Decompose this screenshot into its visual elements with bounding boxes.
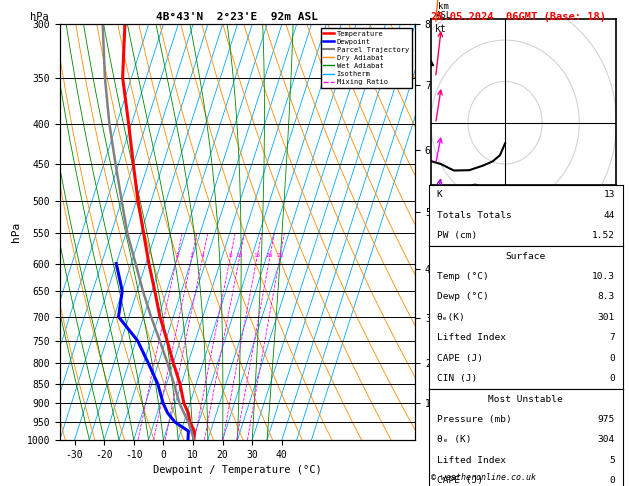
Text: Temp (°C): Temp (°C) [437,272,489,281]
Text: Pressure (mb): Pressure (mb) [437,415,511,424]
Text: CIN (J): CIN (J) [437,374,477,383]
Text: 44: 44 [603,211,615,220]
Legend: Temperature, Dewpoint, Parcel Trajectory, Dry Adiabat, Wet Adiabat, Isotherm, Mi: Temperature, Dewpoint, Parcel Trajectory… [321,28,411,88]
Text: 2: 2 [175,253,179,258]
Text: Lifted Index: Lifted Index [437,456,506,465]
Text: θₑ (K): θₑ (K) [437,435,471,444]
Text: 0: 0 [610,476,615,485]
Text: © weatheronline.co.uk: © weatheronline.co.uk [431,473,536,482]
Text: 0: 0 [610,354,615,363]
Text: K: K [437,191,442,199]
Text: θₑ(K): θₑ(K) [437,313,465,322]
Title: 4B°43'N  2°23'E  92m ASL: 4B°43'N 2°23'E 92m ASL [157,12,318,22]
Text: 7: 7 [610,333,615,342]
Text: 20: 20 [266,253,274,258]
Text: 5: 5 [610,456,615,465]
Text: 25: 25 [276,253,284,258]
Text: 0: 0 [610,374,615,383]
Text: km
ASL: km ASL [435,2,452,20]
X-axis label: Dewpoint / Temperature (°C): Dewpoint / Temperature (°C) [153,465,322,475]
Text: 10: 10 [236,253,243,258]
Text: LCL: LCL [430,425,444,434]
Text: hPa: hPa [30,12,48,22]
Text: CAPE (J): CAPE (J) [437,476,482,485]
Text: kt: kt [435,24,447,35]
Text: 10.3: 10.3 [592,272,615,281]
Y-axis label: Mixing Ratio (g/kg): Mixing Ratio (g/kg) [472,181,481,283]
Text: Lifted Index: Lifted Index [437,333,506,342]
Text: PW (cm): PW (cm) [437,231,477,240]
Text: 4: 4 [201,253,204,258]
Text: Dewp (°C): Dewp (°C) [437,293,489,301]
Text: CAPE (J): CAPE (J) [437,354,482,363]
Y-axis label: hPa: hPa [11,222,21,242]
Text: Most Unstable: Most Unstable [489,395,563,403]
Text: Surface: Surface [506,252,546,260]
Text: 304: 304 [598,435,615,444]
Text: 8: 8 [228,253,232,258]
Text: 1.52: 1.52 [592,231,615,240]
Text: 975: 975 [598,415,615,424]
Text: 13: 13 [603,191,615,199]
Text: Totals Totals: Totals Totals [437,211,511,220]
Text: 28.05.2024  06GMT (Base: 18): 28.05.2024 06GMT (Base: 18) [431,12,606,22]
Text: 301: 301 [598,313,615,322]
Text: 3: 3 [190,253,194,258]
Text: 8.3: 8.3 [598,293,615,301]
Text: 15: 15 [253,253,260,258]
